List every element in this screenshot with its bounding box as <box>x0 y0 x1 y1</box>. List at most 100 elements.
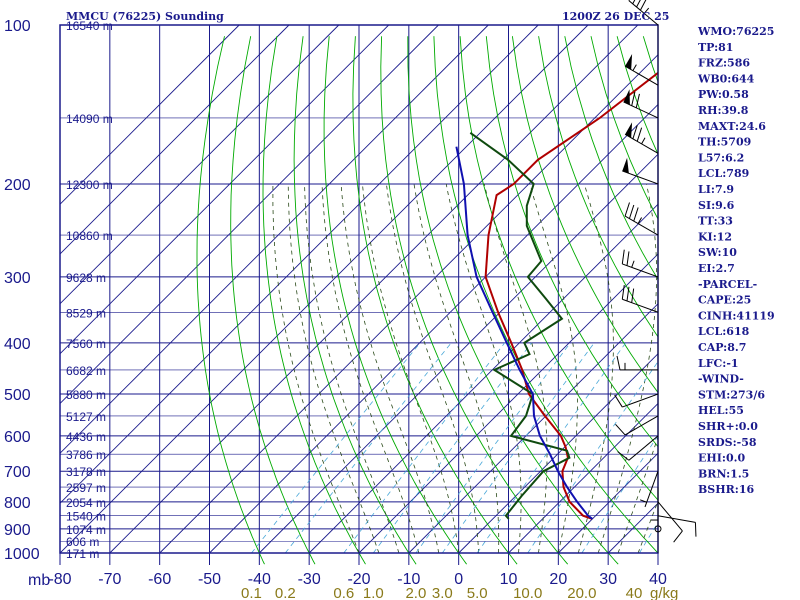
moist-adiabat <box>617 435 658 554</box>
chart-header: MMCU (76225) Sounding 1200Z 26 DEC 25 <box>66 10 669 23</box>
index-value: CAP:8.7 <box>698 341 746 354</box>
mixing-ratio-label: 1.0 <box>363 585 384 600</box>
height-label: 1074 m <box>66 523 106 537</box>
height-label: 2054 m <box>66 496 106 510</box>
index-value: KI:12 <box>698 230 732 243</box>
isotherm <box>557 452 658 554</box>
dry-adiabat <box>459 36 658 501</box>
mixing-ratio-line <box>415 342 571 554</box>
height-label: 7560 m <box>66 337 106 351</box>
index-value: LFC:-1 <box>698 357 739 370</box>
dry-adiabat <box>380 36 569 565</box>
mixing-ratio-line <box>251 342 421 554</box>
dry-adiabat <box>748 36 800 564</box>
wind-barb <box>621 249 659 278</box>
moist-adiabat <box>577 183 614 554</box>
index-value: FRZ:586 <box>698 57 750 70</box>
index-value: TT:33 <box>698 215 733 228</box>
mixing-ratio-label: 10.0 <box>513 585 542 600</box>
moist-adiabat <box>597 183 657 554</box>
pressure-tick-label: 800 <box>4 495 31 512</box>
pressure-tick-label: 300 <box>4 270 31 287</box>
index-value: BSHR:16 <box>698 483 754 496</box>
wind-barb <box>654 525 662 533</box>
index-value: CAPE:25 <box>698 294 751 307</box>
dewpoint-trace <box>469 131 571 520</box>
height-label: 8529 m <box>66 306 106 320</box>
isotherm <box>109 24 639 554</box>
wind-barb <box>624 54 659 86</box>
index-value: LI:7.9 <box>698 183 734 196</box>
pressure-tick-label: 200 <box>4 177 31 194</box>
isotherm <box>60 24 290 255</box>
temperature-tick-label: -80 <box>48 571 71 588</box>
moist-adiabat <box>272 183 360 554</box>
height-label: 171 m <box>66 547 99 561</box>
height-label: 3786 m <box>66 448 106 462</box>
dry-adiabat <box>323 36 467 565</box>
index-value: HEL:55 <box>698 404 744 417</box>
isotherm <box>60 24 589 554</box>
mixing-ratio-line <box>343 342 506 554</box>
temperature-tick-label: 40 <box>649 571 667 588</box>
index-value: PW:0.58 <box>698 88 749 101</box>
wind-barb <box>651 487 659 526</box>
dry-adiabat <box>433 36 658 554</box>
mixing-ratio-line <box>441 342 595 554</box>
moist-adiabat <box>483 183 548 554</box>
index-value: STM:273/6 <box>698 388 765 401</box>
wind-barb <box>617 435 659 461</box>
dry-adiabat <box>407 36 619 565</box>
isotherm <box>60 24 340 305</box>
background-grid <box>59 24 659 565</box>
mixing-ratio-label: 0.6 <box>333 585 354 600</box>
index-value: TH:5709 <box>698 136 751 149</box>
mixing-ratio-label: 3.0 <box>432 585 453 600</box>
index-value: EHI:0.0 <box>698 452 745 465</box>
height-label: 1540 m <box>66 510 106 524</box>
moist-adiabat <box>362 183 460 554</box>
station-title: MMCU (76225) Sounding <box>66 10 224 23</box>
temperature-tick-label: -50 <box>198 571 221 588</box>
dry-adiabat <box>293 36 417 565</box>
valid-time: 1200Z 26 DEC 25 <box>562 10 669 23</box>
isotherm <box>258 153 658 554</box>
dry-adiabat <box>774 36 800 564</box>
dry-adiabat <box>230 36 316 565</box>
dry-adiabat <box>564 36 658 281</box>
pressure-tick-labels: 100 200 300 400 500 600 700 800 900 1000 <box>4 18 40 563</box>
temperature-tick-label: -10 <box>397 571 420 588</box>
index-value: MAXT:24.6 <box>698 120 766 133</box>
wind-barbs <box>614 0 697 553</box>
index-value: EI:2.7 <box>698 262 735 275</box>
sounding-traces <box>455 71 658 520</box>
dry-adiabats <box>196 36 800 565</box>
moist-adiabat <box>386 183 479 554</box>
height-label: 12300 m <box>66 178 113 192</box>
mixing-ratio-line <box>372 342 532 554</box>
height-label: 10860 m <box>66 229 113 243</box>
temperature-tick-label: -60 <box>148 571 171 588</box>
temperature-tick-label: -20 <box>347 571 370 588</box>
mixing-ratio-line <box>581 434 658 554</box>
moist-adiabat <box>287 183 380 554</box>
index-value: SI:9.6 <box>698 199 735 212</box>
wind-barb <box>624 122 659 154</box>
isotherm <box>60 24 240 205</box>
mixing-ratio-label: 40 <box>626 585 643 600</box>
isotherm <box>60 24 439 405</box>
index-value: SW:10 <box>698 246 737 259</box>
isotherm <box>60 24 489 454</box>
height-labels: 16540 m 14090 m 12300 m 10860 m 9628 m 8529 m… <box>66 19 113 561</box>
isotherm <box>358 253 658 554</box>
index-value: -WIND- <box>698 373 744 386</box>
wind-barb <box>615 415 659 436</box>
pressure-tick-label: 500 <box>4 387 31 404</box>
index-value: BRN:1.5 <box>698 467 749 480</box>
mb-axis-label: mb <box>28 572 50 589</box>
moist-adiabat <box>413 183 500 554</box>
wind-barb <box>614 393 659 408</box>
moist-adiabats <box>272 183 658 554</box>
isotherm <box>308 203 658 554</box>
